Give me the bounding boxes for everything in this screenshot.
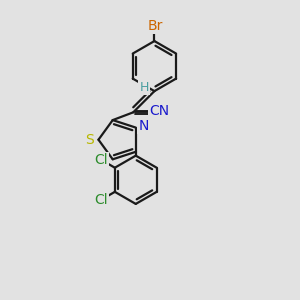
Text: Cl: Cl (94, 153, 108, 167)
Text: Br: Br (147, 19, 163, 33)
Text: Cl: Cl (94, 193, 108, 207)
Text: H: H (140, 81, 149, 94)
Text: N: N (139, 118, 149, 133)
Text: S: S (85, 133, 94, 147)
Text: CN: CN (149, 104, 169, 118)
